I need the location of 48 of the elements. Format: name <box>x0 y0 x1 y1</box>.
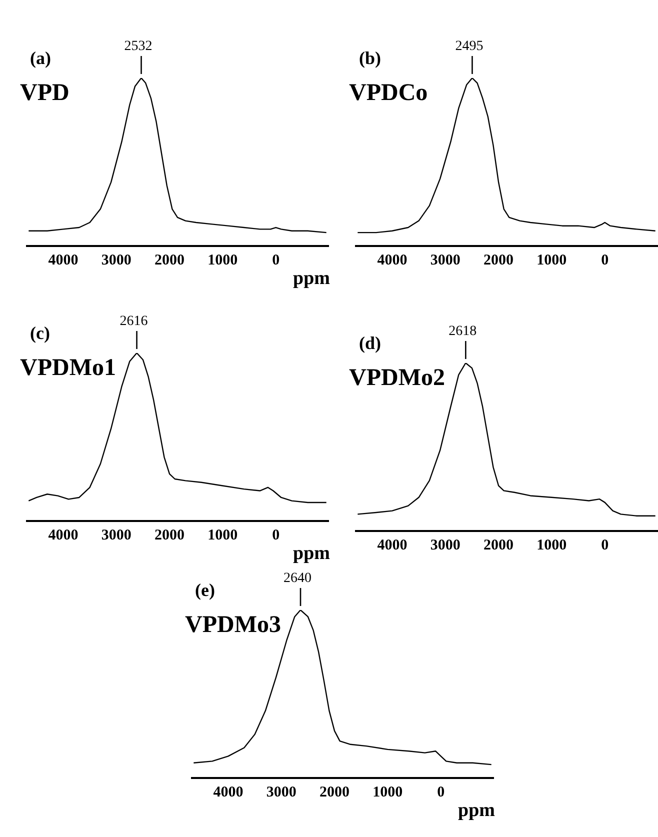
peak-label: 2616 <box>120 314 148 349</box>
x-tick-label: 2000 <box>320 784 350 801</box>
chart-subtitle: VPDMo2 <box>349 365 445 392</box>
chart-subtitle: VPD <box>20 80 70 107</box>
peak-label: 2495 <box>455 39 484 74</box>
x-tick-label: 4000 <box>377 538 408 554</box>
x-tick-label: 3000 <box>430 538 460 554</box>
annotation: 2532 <box>124 39 152 54</box>
x-tick-label: 0 <box>601 538 609 554</box>
x-tick-label: 3000 <box>430 252 460 269</box>
x-tick-label: 2000 <box>484 538 514 554</box>
x-tick-label: 4000 <box>377 252 408 269</box>
peak-label: 2618 <box>448 324 477 359</box>
x-tick-label: 1000 <box>372 784 403 801</box>
annotation: 2495 <box>455 39 484 54</box>
x-tick-label: 1000 <box>536 538 567 554</box>
x-axis-title: ppm <box>458 800 495 822</box>
annotation: 2640 <box>284 571 312 586</box>
peak-label: 2640 <box>284 571 312 606</box>
x-tick-label: 4000 <box>213 784 244 801</box>
x-tick-label: 1000 <box>208 528 238 544</box>
x-tick-label: 2000 <box>154 252 185 269</box>
chart-subtitle: VPDCo <box>349 80 428 107</box>
x-tick-label: 1000 <box>536 252 567 269</box>
x-tick-label: 0 <box>437 784 445 801</box>
x-tick-label: 0 <box>601 252 609 269</box>
x-tick-label: 0 <box>272 252 280 269</box>
x-tick-label: 4000 <box>48 252 78 269</box>
chart-subtitle: VPDMo3 <box>185 612 281 639</box>
chart-title: (b) <box>359 48 381 69</box>
annotation: 2618 <box>448 324 477 339</box>
chart-subtitle: VPDMo1 <box>20 355 116 382</box>
x-tick-label: 3000 <box>266 784 296 801</box>
x-tick-label: 2000 <box>154 528 185 544</box>
x-tick-label: 4000 <box>48 528 78 544</box>
chart-title: (e) <box>195 580 215 601</box>
chart-title: (d) <box>359 333 381 354</box>
annotation: 2616 <box>120 314 148 329</box>
x-tick-label: 2000 <box>484 252 514 269</box>
chart-title: (c) <box>30 323 50 344</box>
x-tick-label: 0 <box>272 528 280 544</box>
x-tick-label: 3000 <box>101 252 132 269</box>
peak-label: 2532 <box>124 39 152 74</box>
x-tick-label: 3000 <box>101 528 132 544</box>
chart-title: (a) <box>30 48 51 69</box>
x-tick-label: 1000 <box>208 252 238 269</box>
x-axis-title: ppm <box>293 543 330 565</box>
x-axis-title: ppm <box>293 268 330 290</box>
